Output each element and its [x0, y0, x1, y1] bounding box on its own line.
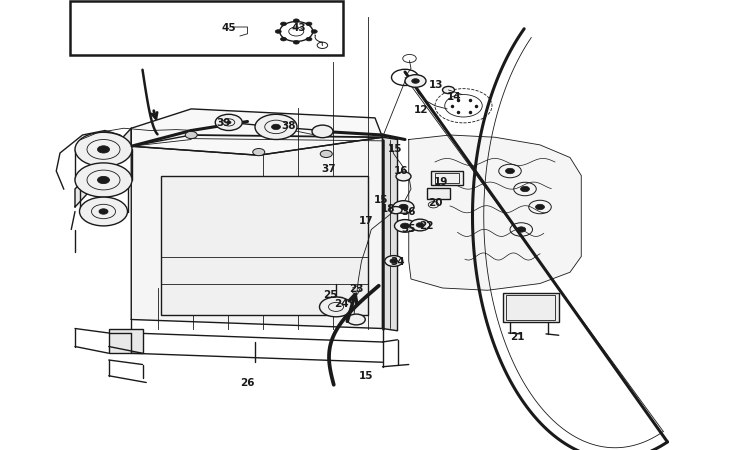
Bar: [161, 176, 368, 315]
Circle shape: [306, 22, 312, 26]
Text: 22: 22: [419, 221, 434, 231]
Text: 35: 35: [401, 225, 416, 234]
Polygon shape: [75, 128, 131, 207]
Circle shape: [226, 121, 231, 124]
Circle shape: [215, 114, 242, 130]
Circle shape: [394, 220, 416, 232]
Bar: [109, 328, 142, 353]
Text: 26: 26: [240, 378, 255, 388]
Text: 15: 15: [358, 371, 374, 381]
Circle shape: [253, 148, 265, 156]
Text: 15: 15: [374, 195, 388, 205]
Circle shape: [410, 219, 430, 231]
Text: 39: 39: [216, 118, 231, 128]
Circle shape: [75, 163, 132, 197]
Bar: [431, 171, 463, 184]
Text: 15: 15: [388, 144, 403, 153]
Circle shape: [506, 168, 515, 174]
Text: 14: 14: [446, 92, 461, 102]
Text: 37: 37: [321, 164, 336, 174]
Polygon shape: [131, 109, 382, 155]
Circle shape: [416, 223, 424, 227]
Text: 36: 36: [401, 207, 416, 217]
Polygon shape: [131, 137, 382, 328]
Circle shape: [255, 114, 297, 140]
Polygon shape: [382, 137, 398, 331]
Circle shape: [405, 75, 426, 87]
Circle shape: [185, 131, 197, 139]
Circle shape: [412, 79, 419, 83]
Bar: [506, 295, 555, 320]
Circle shape: [311, 30, 317, 33]
Circle shape: [272, 124, 280, 130]
Circle shape: [293, 40, 299, 44]
Circle shape: [385, 256, 403, 266]
Circle shape: [280, 37, 286, 41]
Circle shape: [99, 209, 108, 214]
Polygon shape: [409, 135, 581, 290]
Text: 38: 38: [281, 121, 296, 131]
Circle shape: [517, 227, 526, 232]
Circle shape: [393, 201, 414, 213]
Text: 12: 12: [414, 105, 429, 115]
Circle shape: [390, 207, 402, 214]
Text: 45: 45: [221, 23, 236, 33]
Circle shape: [293, 19, 299, 23]
Bar: [435, 173, 459, 183]
Text: 23: 23: [349, 284, 364, 294]
Text: 18: 18: [381, 204, 396, 214]
Circle shape: [275, 30, 281, 33]
Circle shape: [320, 150, 332, 158]
Circle shape: [80, 197, 128, 226]
Circle shape: [390, 259, 398, 263]
Circle shape: [396, 172, 411, 181]
Circle shape: [536, 204, 544, 210]
Circle shape: [399, 204, 408, 210]
Text: 21: 21: [510, 333, 525, 342]
Text: 17: 17: [358, 216, 374, 225]
Text: 20: 20: [427, 198, 442, 208]
Circle shape: [347, 314, 365, 325]
Circle shape: [442, 86, 454, 94]
Text: 34: 34: [390, 257, 405, 267]
Circle shape: [306, 37, 312, 41]
Circle shape: [280, 22, 286, 26]
Text: 16: 16: [394, 166, 409, 176]
Circle shape: [400, 223, 410, 229]
Bar: [427, 188, 450, 199]
Circle shape: [320, 297, 352, 317]
Circle shape: [98, 176, 109, 184]
Text: 25: 25: [322, 290, 338, 300]
Text: 43: 43: [291, 23, 306, 33]
Text: 13: 13: [429, 81, 444, 90]
Circle shape: [312, 125, 333, 138]
Circle shape: [75, 132, 132, 166]
Circle shape: [98, 146, 109, 153]
Bar: [503, 292, 559, 322]
Text: 24: 24: [334, 299, 349, 309]
Circle shape: [520, 186, 530, 192]
Bar: [70, 1, 343, 55]
Text: 19: 19: [433, 177, 448, 187]
